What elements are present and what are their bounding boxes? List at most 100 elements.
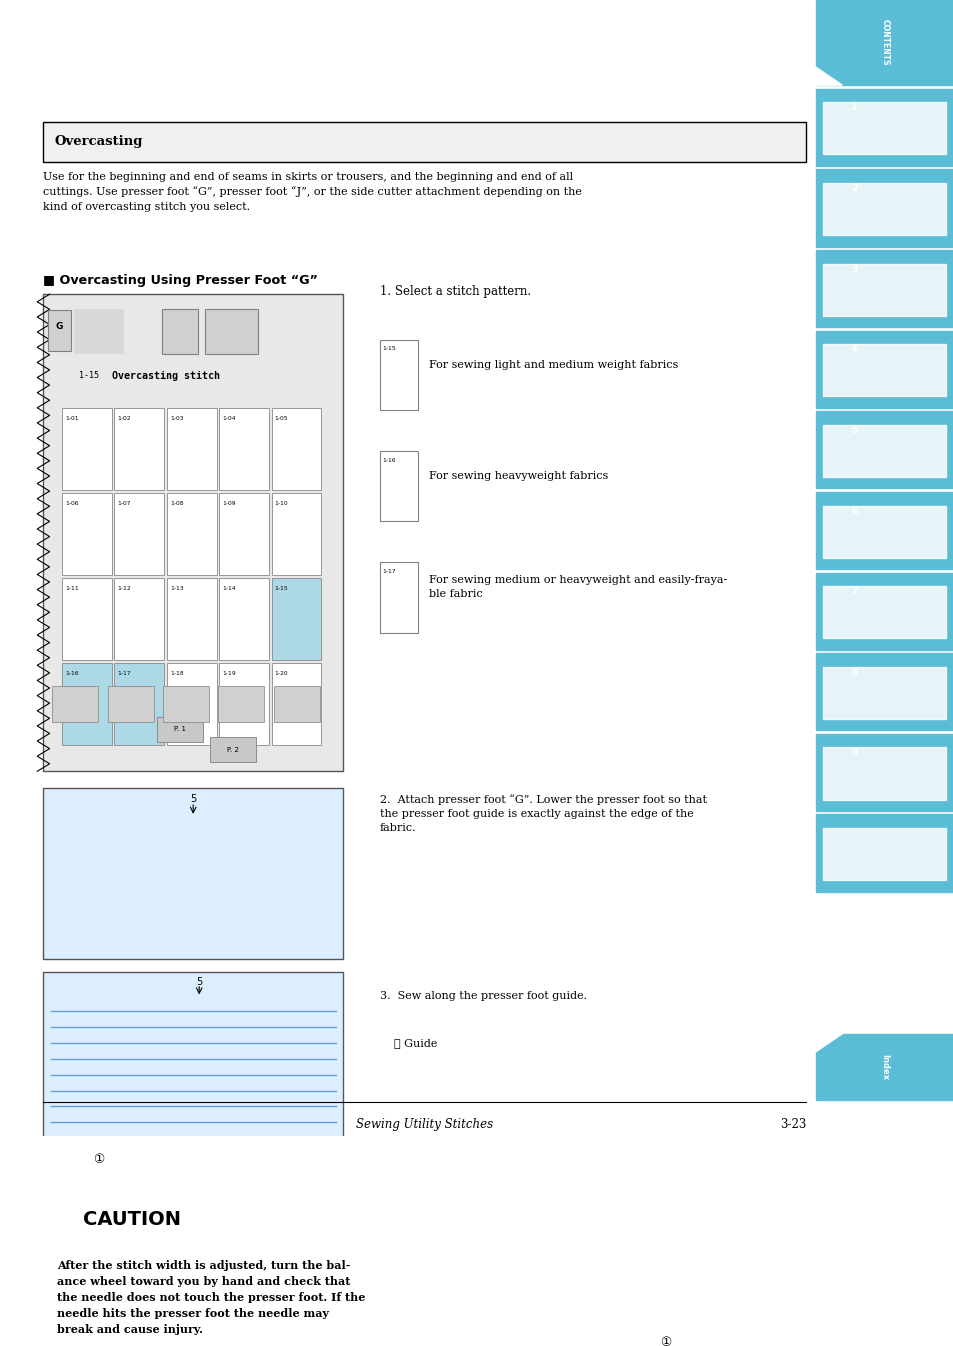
Bar — [822, 506, 945, 557]
Text: CAUTION: CAUTION — [83, 1210, 181, 1229]
Bar — [815, 491, 953, 569]
Bar — [815, 412, 953, 489]
Bar — [43, 972, 343, 1183]
Bar — [815, 331, 953, 408]
Text: 1-15: 1-15 — [382, 346, 395, 351]
Bar — [167, 408, 216, 490]
Bar — [74, 310, 124, 354]
Bar — [815, 734, 953, 812]
Polygon shape — [815, 67, 841, 85]
Bar — [822, 586, 945, 638]
Text: 1-08: 1-08 — [170, 501, 183, 506]
Text: P. 1: P. 1 — [174, 727, 186, 732]
Text: !: ! — [60, 1224, 64, 1233]
Text: ①: ① — [92, 1152, 104, 1166]
Text: 1-16: 1-16 — [65, 672, 78, 676]
Text: Index: Index — [880, 1054, 888, 1079]
Bar — [815, 89, 953, 166]
Text: Overcasting stitch: Overcasting stitch — [112, 371, 219, 381]
Text: 1-10: 1-10 — [274, 501, 288, 506]
Text: 1-18: 1-18 — [170, 672, 183, 676]
Bar — [167, 493, 216, 575]
Bar — [272, 493, 321, 575]
Text: 5: 5 — [196, 977, 202, 987]
Bar — [272, 408, 321, 490]
Text: 2: 2 — [850, 183, 857, 192]
Text: 1-15: 1-15 — [274, 586, 288, 591]
Text: 1-04: 1-04 — [222, 416, 235, 421]
Bar — [114, 664, 164, 746]
Bar — [822, 666, 945, 719]
Text: 1-13: 1-13 — [170, 586, 183, 591]
Bar — [272, 664, 321, 746]
Bar — [218, 686, 264, 723]
Bar — [815, 170, 953, 246]
Bar — [43, 789, 343, 958]
Bar — [815, 572, 953, 650]
Text: ①: ① — [659, 1337, 671, 1346]
Bar — [219, 493, 269, 575]
Text: 4: 4 — [850, 345, 857, 354]
Bar — [43, 121, 805, 163]
Bar — [822, 747, 945, 800]
Text: 3-23: 3-23 — [779, 1117, 805, 1131]
Bar — [62, 408, 112, 490]
Text: 1-15: 1-15 — [79, 371, 99, 381]
Bar — [114, 493, 164, 575]
Text: Use for the beginning and end of seams in skirts or trousers, and the beginning : Use for the beginning and end of seams i… — [43, 171, 581, 211]
Text: After the stitch width is adjusted, turn the bal-
ance wheel toward you by hand : After the stitch width is adjusted, turn… — [57, 1260, 365, 1335]
Bar — [815, 1034, 953, 1100]
Text: 1-19: 1-19 — [222, 672, 235, 676]
Bar — [219, 579, 269, 660]
Bar — [210, 738, 255, 762]
Text: 7: 7 — [850, 586, 857, 596]
Bar — [157, 717, 203, 742]
Bar — [815, 0, 953, 85]
Text: Overcasting: Overcasting — [54, 136, 143, 148]
Text: 5: 5 — [190, 794, 196, 804]
Bar — [114, 579, 164, 660]
Bar — [43, 295, 343, 771]
Text: 1: 1 — [850, 102, 857, 112]
Bar — [686, 1296, 791, 1346]
Text: ① Guide: ① Guide — [394, 1038, 436, 1049]
Text: 1-16: 1-16 — [382, 458, 395, 463]
Text: 3.  Sew along the presser foot guide.: 3. Sew along the presser foot guide. — [379, 991, 586, 1000]
Text: For sewing light and medium weight fabrics: For sewing light and medium weight fabri… — [429, 359, 678, 370]
Text: 1-06: 1-06 — [65, 501, 78, 506]
Text: 1-12: 1-12 — [117, 586, 131, 591]
Bar — [272, 579, 321, 660]
Bar — [163, 686, 209, 723]
Polygon shape — [815, 1034, 841, 1053]
Text: 1-01: 1-01 — [65, 416, 78, 421]
Bar — [43, 1191, 805, 1346]
Text: CONTENTS: CONTENTS — [880, 19, 888, 66]
Text: 1-20: 1-20 — [274, 672, 288, 676]
Bar — [205, 310, 257, 354]
Text: 6: 6 — [850, 506, 857, 516]
Bar — [822, 102, 945, 155]
Text: For sewing medium or heavyweight and easily-fraya-
ble fabric: For sewing medium or heavyweight and eas… — [429, 576, 727, 599]
Bar — [114, 408, 164, 490]
Bar — [379, 339, 417, 411]
Text: 1-05: 1-05 — [274, 416, 288, 421]
Text: For sewing heavyweight fabrics: For sewing heavyweight fabrics — [429, 471, 608, 481]
Bar — [167, 664, 216, 746]
Bar — [167, 579, 216, 660]
Bar — [108, 686, 153, 723]
Text: 1-03: 1-03 — [170, 416, 183, 421]
Text: 2.  Attach presser foot “G”. Lower the presser foot so that
the presser foot gui: 2. Attach presser foot “G”. Lower the pr… — [379, 794, 706, 833]
Text: G: G — [55, 322, 63, 331]
Text: 1-14: 1-14 — [222, 586, 235, 591]
Bar — [822, 264, 945, 316]
Text: 1-11: 1-11 — [65, 586, 78, 591]
Text: 1. Select a stitch pattern.: 1. Select a stitch pattern. — [379, 285, 530, 297]
Bar — [62, 493, 112, 575]
Bar — [379, 451, 417, 521]
Bar — [822, 828, 945, 880]
Polygon shape — [50, 1213, 74, 1241]
Text: 1-07: 1-07 — [117, 501, 131, 506]
Bar — [219, 664, 269, 746]
Bar — [815, 814, 953, 892]
Bar — [219, 408, 269, 490]
